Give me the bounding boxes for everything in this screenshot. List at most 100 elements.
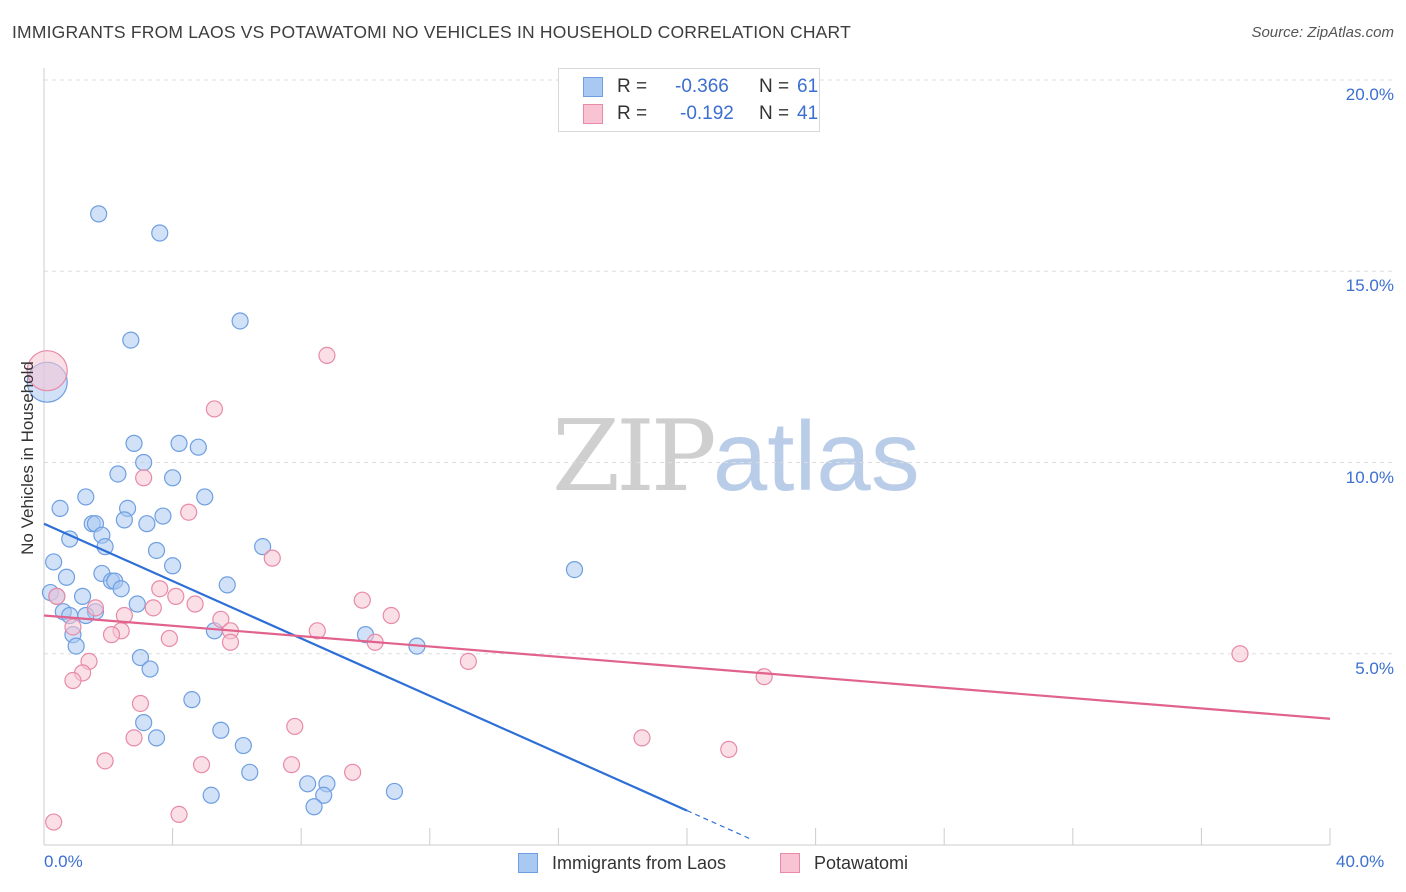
laos-point: [183, 691, 201, 709]
laos-point: [109, 465, 127, 483]
laos-point: [254, 538, 272, 556]
potawatomi-point: [344, 763, 362, 781]
potawatomi-point: [125, 729, 143, 747]
source-label: Source: ZipAtlas.com: [1251, 24, 1394, 41]
laos-point: [202, 786, 220, 804]
laos-point: [67, 637, 85, 655]
potawatomi-point: [86, 599, 105, 617]
legend-r-value: -0.192: [680, 103, 734, 124]
laos-point: [299, 775, 317, 793]
legend-n-value: 41: [797, 103, 819, 124]
potawatomi-point: [135, 469, 153, 487]
laos-point: [241, 763, 259, 781]
laos-point: [170, 434, 188, 452]
potawatomi-point: [186, 595, 204, 613]
data-points: [26, 205, 1249, 831]
y-tick-label: 10.0%: [1345, 467, 1394, 487]
potawatomi-point: [192, 756, 211, 774]
laos-point: [218, 576, 236, 594]
laos-point: [154, 507, 172, 525]
series-legend: Immigrants from Laos Potawatomi: [0, 852, 1406, 876]
legend-n-label: N =: [759, 103, 790, 124]
y-tick-label: 15.0%: [1345, 276, 1394, 296]
laos-point: [385, 782, 404, 801]
potawatomi-point: [144, 599, 162, 617]
x-tick-label-min: 0.0%: [44, 852, 83, 871]
potawatomi-point: [212, 610, 230, 628]
legend-n-value: 61: [797, 76, 819, 97]
laos-point: [315, 786, 333, 804]
potawatomi-point: [755, 668, 773, 686]
potawatomi-trend-line: [43, 614, 1331, 720]
potawatomi-point: [170, 805, 188, 824]
potawatomi-point: [221, 633, 240, 651]
potawatomi-point: [308, 622, 326, 640]
potawatomi-point: [167, 587, 185, 605]
x-tick-label-max: 40.0%: [1336, 852, 1385, 871]
potawatomi-point: [318, 346, 336, 364]
laos-point: [128, 595, 146, 613]
y-tick-label: 5.0%: [1355, 658, 1394, 678]
laos-point: [122, 331, 140, 349]
laos-point: [147, 541, 166, 560]
chart-title: IMMIGRANTS FROM LAOS VS POTAWATOMI NO VE…: [12, 22, 851, 42]
laos-point: [131, 648, 150, 667]
potawatomi-point: [1231, 645, 1249, 663]
potawatomi-point: [160, 629, 178, 648]
laos-point: [234, 736, 252, 755]
potawatomi-point: [459, 652, 477, 671]
potawatomi-point: [64, 671, 82, 690]
potawatomi-point: [282, 756, 301, 774]
laos-point: [164, 469, 182, 487]
laos-point: [305, 798, 323, 816]
laos-trend-extension: [686, 810, 752, 840]
legend-swatch-potawatomi: [583, 104, 603, 124]
laos-point: [189, 438, 207, 456]
laos-point: [115, 511, 133, 529]
laos-point: [77, 488, 95, 506]
potawatomi-point: [353, 591, 371, 609]
potawatomi-point: [48, 587, 66, 605]
laos-point: [135, 453, 153, 472]
potawatomi-point: [26, 350, 68, 392]
correlation-legend: R = -0.366 N = 61 R = -0.192 N = 41: [558, 68, 820, 132]
laos-point: [125, 434, 143, 452]
laos-point: [57, 568, 76, 586]
series-legend-label: Immigrants from Laos: [552, 853, 727, 873]
laos-point: [164, 557, 182, 575]
laos-point: [565, 560, 584, 579]
potawatomi-point: [205, 400, 223, 418]
potawatomi-point: [45, 813, 63, 831]
laos-point: [112, 580, 130, 598]
series-legend-label: Potawatomi: [814, 853, 909, 873]
trend-lines: [43, 522, 1331, 840]
potawatomi-point: [102, 626, 121, 644]
laos-point: [135, 713, 153, 732]
laos-point: [147, 729, 166, 747]
potawatomi-point: [180, 503, 198, 521]
laos-point: [196, 488, 214, 506]
legend-swatch-laos: [583, 77, 603, 97]
potawatomi-point: [633, 729, 651, 747]
legend-r-value: -0.366: [675, 76, 729, 97]
laos-point: [231, 312, 249, 330]
potawatomi-point: [286, 717, 304, 736]
axes: [43, 68, 1331, 846]
legend-r-label: R =: [617, 103, 648, 124]
potawatomi-point: [64, 618, 82, 636]
potawatomi-point: [720, 740, 738, 758]
laos-trend-line: [43, 522, 688, 812]
laos-point: [45, 553, 63, 571]
potawatomi-point: [263, 549, 281, 567]
laos-point: [51, 499, 69, 517]
potawatomi-point: [382, 606, 400, 625]
legend-n-label: N =: [759, 76, 790, 97]
y-axis-label: No Vehicles in Household: [18, 361, 37, 555]
potawatomi-point: [151, 580, 169, 598]
laos-point: [73, 587, 92, 605]
laos-point: [141, 660, 159, 678]
series-swatch-potawatomi: [780, 853, 800, 873]
potawatomi-point: [96, 752, 114, 770]
laos-point: [151, 224, 169, 242]
